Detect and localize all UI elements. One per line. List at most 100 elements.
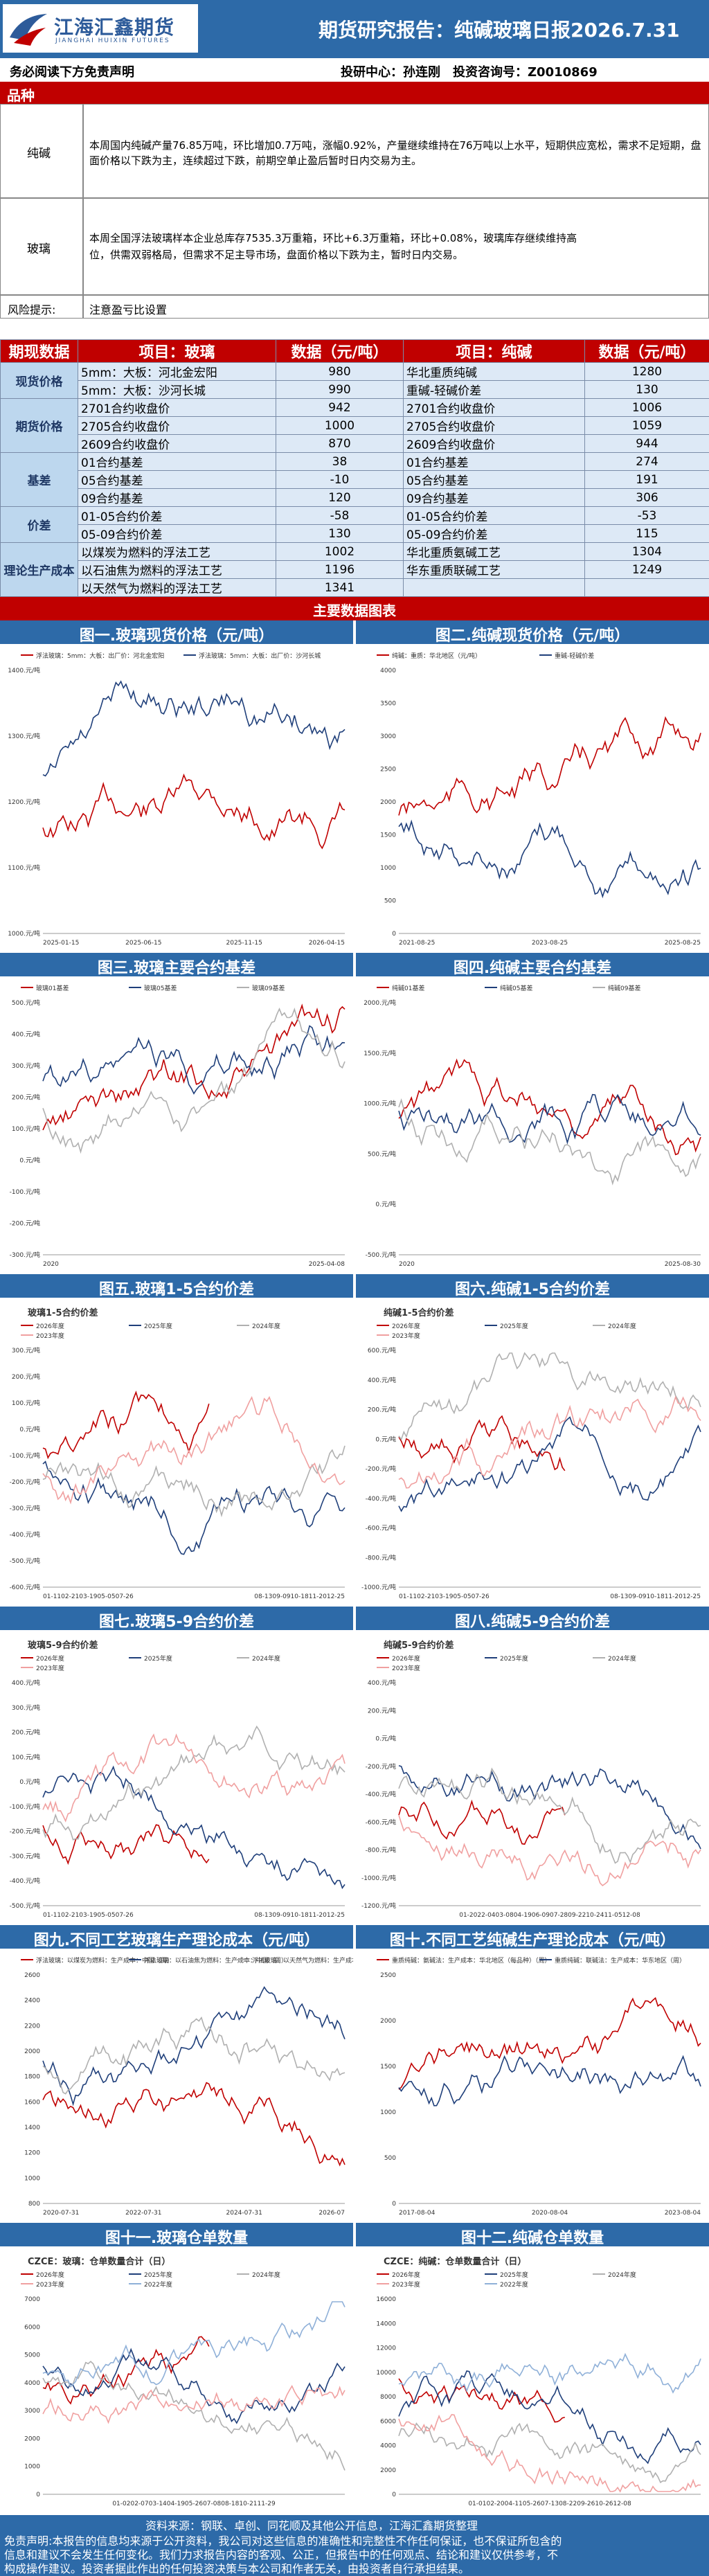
value-cell: 1000 — [276, 416, 404, 435]
legend-label: 玻璃09基差 — [252, 984, 285, 992]
series-line — [42, 2384, 345, 2424]
series-line — [42, 2336, 210, 2405]
y-tick-label: -200.元/吨 — [366, 1465, 396, 1473]
legend-label: 纯碱01基差 — [392, 984, 424, 992]
y-tick-label: 6000 — [380, 2418, 396, 2425]
legend-label: 2026年度 — [36, 1654, 64, 1663]
chart-svg: 纯碱5-9合约价差 2026年度 2025年度 2024年度 2023年度 400.元/吨… — [361, 1640, 701, 1919]
item-cell: 01-05合约价差 — [78, 506, 276, 525]
series-line — [398, 1799, 566, 1845]
y-tick-label: 0.元/吨 — [19, 1778, 40, 1786]
legend-label: 重碱-轻碱价差 — [555, 652, 594, 660]
chart-svg: 浮法玻璃：以煤炭为燃料：生产成本：中国（周）浮法玻璃：以石油焦为燃料：生产成本：… — [21, 1956, 395, 2217]
series-line — [398, 1098, 701, 1186]
chart-title: 图二.纯碱现货价格（元/吨） — [356, 620, 709, 645]
value-cell: 191 — [584, 470, 709, 489]
y-tick-label: 6000 — [24, 2324, 40, 2331]
y-tick-label: -200.元/吨 — [10, 1827, 40, 1836]
y-tick-label: -600.元/吨 — [366, 1524, 396, 1532]
item-cell: 05-09合约价差 — [403, 524, 585, 543]
legend-label: 2024年度 — [608, 1322, 636, 1330]
item-cell: 5mm：大板：河北金宏阳 — [78, 362, 276, 381]
series-line — [398, 1352, 701, 1441]
table-row: 09合约基差 120 09合约基差 306 — [1, 488, 709, 507]
report-header: 江海汇鑫期货 JIANGHAI HUIXIN FUTURES 期货研究报告：纯碱… — [0, 0, 709, 58]
risk-label: 风险提示: — [8, 303, 56, 316]
item-cell: 05合约基差 — [403, 470, 585, 489]
y-tick-label: 400.元/吨 — [368, 1679, 396, 1687]
chart-panel: 玻璃01基差 玻璃05基差 玻璃09基差 500.元/吨 400.元/吨 300.元/吨 2… — [0, 976, 353, 1274]
chart-svg: 浮法玻璃：5mm：大板：出厂价：河北金宏阳 浮法玻璃：5mm：大板：出厂价：沙河长… — [8, 652, 345, 947]
spacer — [0, 319, 709, 339]
y-tick-label: 1400.元/吨 — [8, 666, 40, 674]
value-cell: -53 — [584, 506, 709, 525]
chart-title-text: 图五.玻璃1-5合约价差 — [98, 1281, 255, 1298]
disclaimer-line: 构成操作建议。投资者据此作出的任何投资决策与本公司和作者无关，由投资者自行承担结… — [4, 2562, 470, 2575]
chart-title: 图五.玻璃1-5合约价差 — [0, 1274, 353, 1298]
series-line — [398, 1767, 701, 1864]
y-tick-label: 400.元/吨 — [12, 1679, 40, 1687]
x-tick-label: 08-1309-0910-1811-2012-25 — [610, 1593, 701, 1600]
item-cell: 2705合约收盘价 — [403, 416, 585, 435]
x-tick-label: 2025-11-15 — [226, 940, 262, 947]
legend-label: 浮法玻璃：以天然气为燃料：生产成本：中国（周） — [252, 1956, 353, 1965]
item-cell: 华北重质氨碱工艺 — [403, 542, 585, 561]
chart-title: 图九.不同工艺玻璃生产理论成本（元/吨） — [0, 1925, 353, 1949]
item-cell: 05合约基差 — [78, 470, 276, 489]
series-line — [42, 1986, 345, 2107]
x-tick-label: 2020-08-04 — [532, 2210, 568, 2217]
legend-label: 2024年度 — [608, 2271, 636, 2279]
variety-section-header: 品种 — [0, 82, 709, 104]
x-tick-label: 01-1102-2103-1905-0507-26 — [43, 1593, 134, 1600]
chart-svg: 纯碱：重质：华北地区（元/吨） 重碱-轻碱价差 4000 3500 3000 2500 20… — [377, 652, 701, 947]
value-cell — [584, 578, 709, 597]
row-group-label: 基差 — [0, 452, 78, 507]
legend-label: 2023年度 — [392, 1332, 420, 1340]
y-tick-label: 2500 — [380, 1972, 396, 1979]
chart-svg: 纯碱01基差 纯碱05基差 纯碱09基差 2000.元/吨 1500.元/吨 1000.元… — [364, 984, 701, 1268]
y-tick-label: 600.元/吨 — [368, 1346, 396, 1354]
x-tick-label: 2021-08-25 — [399, 940, 435, 947]
y-tick-label: -600.元/吨 — [366, 1818, 396, 1826]
chart-inner-title: 纯碱1-5合约价差 — [384, 1307, 454, 1318]
series-line — [398, 819, 701, 899]
y-tick-label: 2500 — [380, 767, 396, 773]
glass-commentary-line1: 本周全国浮法玻璃样本企业总库存7535.3万重箱，环比+6.3万重箱，环比+0.… — [89, 232, 577, 244]
sub-header: 务必阅读下方免责声明 投研中心：孙连刚 投资咨询号：Z0010869 — [0, 58, 709, 82]
item-cell: 华东重质联碱工艺 — [403, 560, 585, 579]
item-cell: 01合约基差 — [403, 452, 585, 471]
item-cell: 2701合约收盘价 — [403, 398, 585, 417]
legend-label: 2024年度 — [252, 2271, 280, 2279]
legend-label: 2022年度 — [144, 2280, 172, 2289]
legend-label: 浮法玻璃：以石油焦为燃料：生产成本：中国（周） — [144, 1956, 287, 1965]
y-tick-label: 100.元/吨 — [12, 1399, 40, 1407]
charts-section-header: 主要数据图表 — [0, 597, 709, 620]
y-tick-label: -100.元/吨 — [10, 1451, 40, 1460]
x-tick-label: 2020 — [399, 1261, 415, 1268]
y-tick-label: 2000 — [380, 2018, 396, 2025]
legend-label: 2026年度 — [392, 1322, 420, 1330]
series-line — [42, 2361, 345, 2471]
y-tick-label: 1000 — [24, 2175, 40, 2182]
chart-title: 图四.纯碱主要合约基差 — [356, 953, 709, 977]
glass-label-cell: 玻璃 — [0, 198, 83, 295]
series-line — [42, 1725, 345, 1841]
series-line — [42, 1460, 345, 1555]
series-line — [398, 2352, 701, 2394]
x-tick-label: 2023-08-25 — [532, 940, 568, 947]
chart-svg: CZCE：玻璃：仓单数量合计（日） 2026年度 2025年度 2024年度 2023年… — [21, 2256, 345, 2507]
analyst-info: 投研中心：孙连刚 投资咨询号：Z0010869 — [341, 65, 598, 80]
legend-label: 2026年度 — [392, 2271, 420, 2279]
chart-title-text: 图七.玻璃5-9合约价差 — [98, 1613, 255, 1631]
chart-title-text: 图六.纯碱1-5合约价差 — [454, 1281, 611, 1298]
row-group-label: 现货价格 — [0, 362, 78, 399]
y-tick-label: 1200.元/吨 — [8, 798, 40, 806]
series-line — [398, 1416, 701, 1512]
chart-svg: 玻璃5-9合约价差 2026年度 2025年度 2024年度 2023年度 400.元/吨… — [10, 1640, 345, 1919]
chart-title: 图七.玻璃5-9合约价差 — [0, 1607, 353, 1631]
chart-title-text: 图八.纯碱5-9合约价差 — [454, 1613, 611, 1631]
chart-panel: 浮法玻璃：以煤炭为燃料：生产成本：中国（周） 浮法玻璃：以石油焦为燃料：生产成本：… — [0, 1949, 395, 2223]
y-tick-label: 800 — [28, 2201, 40, 2208]
x-tick-label: 01-1102-2103-1905-0507-26 — [399, 1593, 490, 1600]
